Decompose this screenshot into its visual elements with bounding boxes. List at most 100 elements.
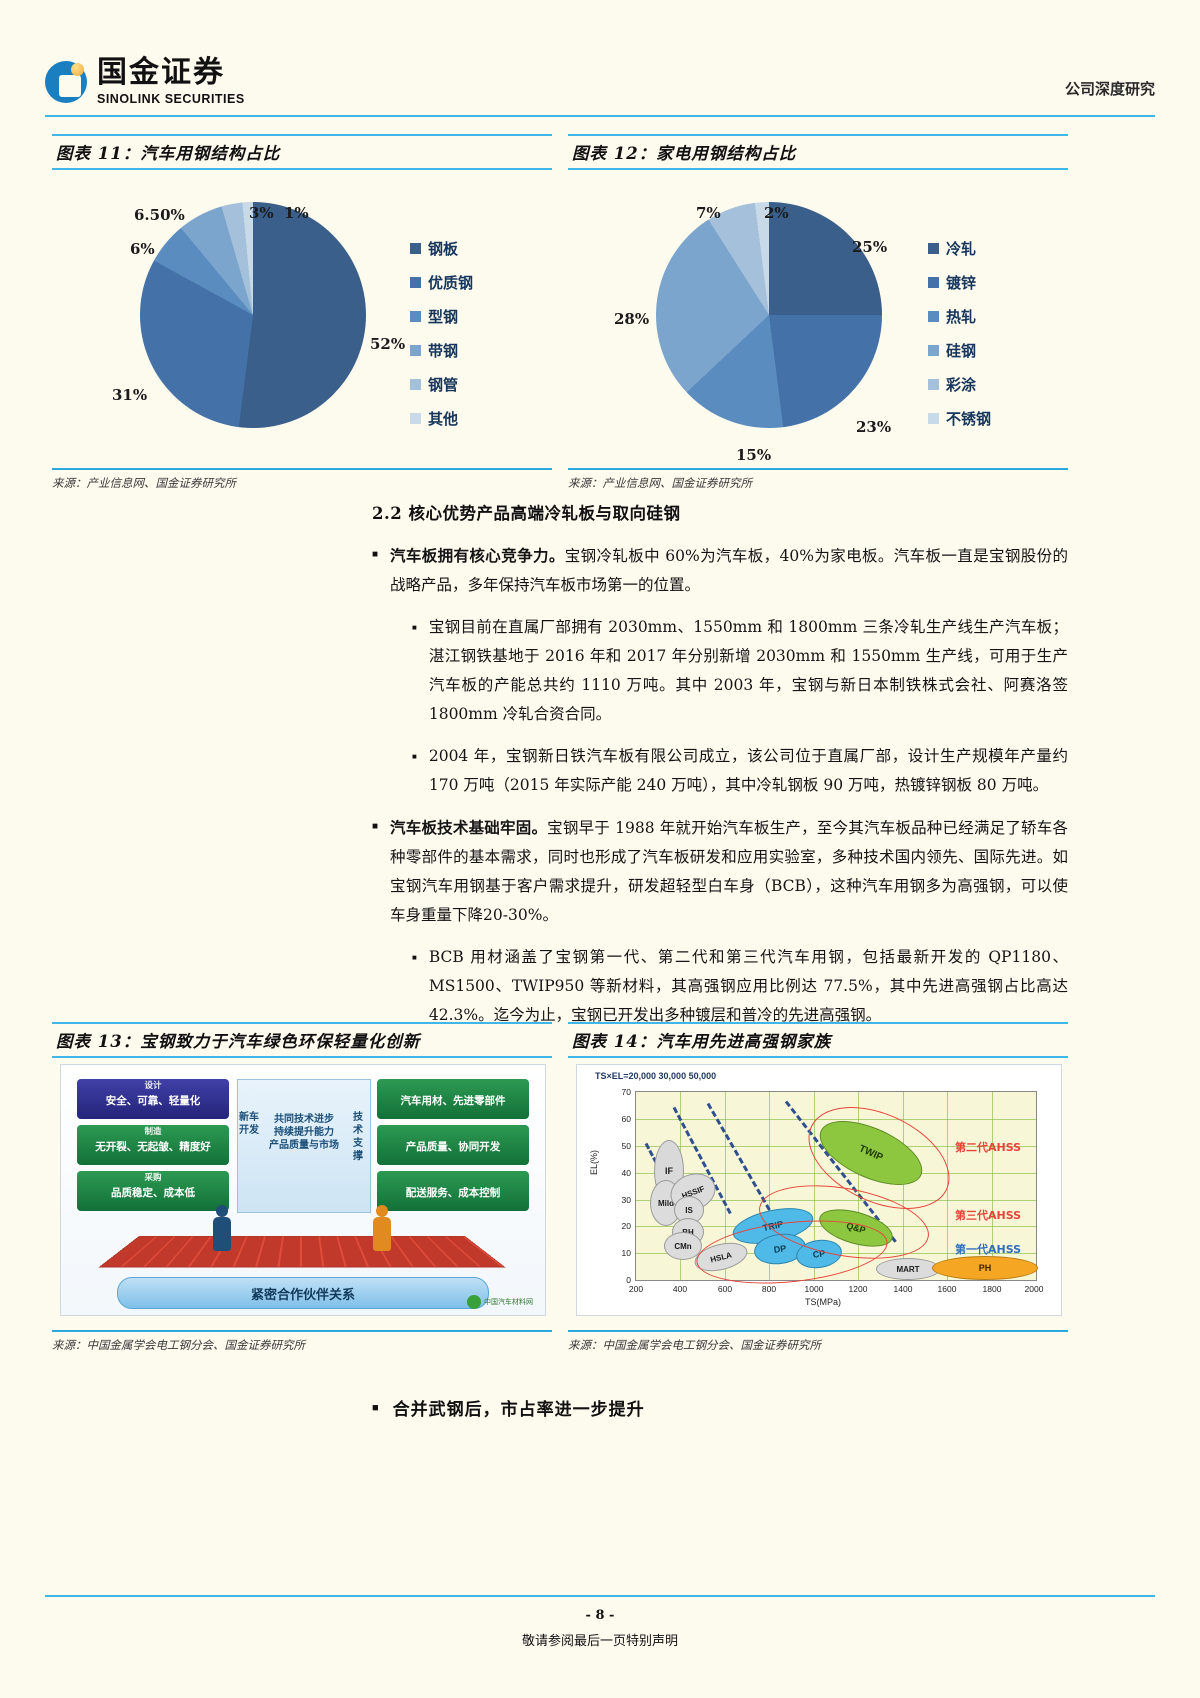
legend-swatch-icon [928, 311, 939, 322]
bullet-square-icon: ■ [412, 953, 417, 962]
bullet-body: 宝钢早于 1988 年就开始汽车板生产，至今其汽车板品种已经满足了轿车各种零部件… [390, 819, 1068, 924]
x-tick-600: 600 [717, 1284, 733, 1294]
header-divider [45, 115, 1155, 117]
person-orange-figure [371, 1205, 393, 1255]
pie-label-52: 52% [370, 335, 406, 353]
legend-swatch-icon [928, 413, 939, 424]
bullet-square-icon: ■ [372, 1401, 379, 1414]
legend-swatch-icon [410, 277, 421, 288]
pie-label-31: 31% [112, 386, 148, 404]
legend-label-5: 其他 [428, 410, 459, 428]
bullet-square-icon: ■ [372, 549, 379, 560]
figure-14-chart-area: TS×EL=20,000 30,000 50,000 EL(%) TS(MPa)… [568, 1058, 1068, 1330]
logo-chinese-name: 国金证券 [97, 55, 225, 90]
legend-item-2: 型钢 [410, 306, 473, 327]
pie-label-3: 3% [249, 204, 274, 222]
closing-bullet-text: 合并武钢后，市占率进一步提升 [392, 1400, 645, 1420]
legend-label-1: 优质钢 [428, 274, 474, 292]
main-content: 2.2 核心优势产品高端冷轧板与取向硅钢 ■ 汽车板拥有核心竞争力。宝钢冷轧板中… [372, 500, 1068, 1043]
center-mid-label: 共同技术进步 持续提升能力 产品质量与市场 [269, 1114, 339, 1151]
panel-quality-sub: 产品质量、协同开发 [405, 1141, 501, 1153]
x-tick-400: 400 [672, 1284, 688, 1294]
bullet-text: 2004 年，宝钢新日铁汽车板有限公司成立，该公司位于直属厂部，设计生产规模年产… [428, 747, 1068, 794]
page-number: - 8 - [585, 1608, 615, 1623]
pie-label-6-50: 6.50% [134, 206, 185, 224]
pie-label-15: 15% [736, 446, 772, 464]
legend-label-3: 带钢 [428, 342, 459, 360]
panel-logistics: 配送服务、成本控制 [377, 1171, 529, 1211]
x-tick-1400: 1400 [893, 1284, 913, 1294]
bullet-text: 汽车板技术基础牢固。宝钢早于 1988 年就开始汽车板生产，至今其汽车板品种已经… [390, 813, 1068, 930]
section-heading: 2.2 核心优势产品高端冷轧板与取向硅钢 [372, 504, 681, 523]
bullet-square-icon: ■ [412, 752, 417, 761]
legend-swatch-icon [928, 243, 939, 254]
figure-11-caption-bar: 图表 11：汽车用钢结构占比 [52, 134, 552, 170]
company-logo: 国金证券 SINOLINK SECURITIES [45, 58, 245, 106]
bullet-text: 汽车板拥有核心竞争力。宝钢冷轧板中 60%为汽车板，40%为家电板。汽车板一直是… [390, 541, 1068, 600]
legend-item-2: 热轧 [928, 306, 991, 327]
footer-divider [45, 1595, 1155, 1597]
figure-11-caption: 图表 11：汽车用钢结构占比 [56, 144, 281, 163]
figure-13-illustration-area: 设计 安全、可靠、轻量化 制造 无开裂、无起皱、精度好 采购 品质稳定、成本低 … [52, 1058, 552, 1330]
legend-item-3: 带钢 [410, 340, 473, 361]
footer-note: 敬请参阅最后一页特别声明 [521, 1634, 678, 1649]
logo-english-name: SINOLINK SECURITIES [97, 92, 245, 106]
figure-12-source: 来源：产业信息网、国金证券研究所 [568, 468, 1068, 491]
pie-label-25: 25% [852, 238, 888, 256]
panel-design-sub: 安全、可靠、轻量化 [105, 1095, 201, 1107]
ring-gen1 [693, 1212, 891, 1292]
panel-materials: 汽车用材、先进零部件 [377, 1079, 529, 1119]
x-tick-200: 200 [628, 1284, 644, 1294]
person-blue-figure [211, 1205, 233, 1255]
legend-item-4: 彩涂 [928, 374, 991, 395]
legend-swatch-icon [410, 311, 421, 322]
y-tick-60: 60 [621, 1114, 631, 1124]
y-tick-40: 40 [621, 1168, 631, 1178]
legend-label-1: 镀锌 [946, 274, 977, 292]
legend-label-4: 钢管 [428, 376, 459, 394]
panel-manufacture-title: 制造 [144, 1127, 162, 1137]
legend-item-1: 优质钢 [410, 272, 473, 293]
legend-swatch-icon [410, 413, 421, 424]
pie-label-6: 6% [130, 240, 155, 258]
figure-13-caption: 图表 13：宝钢致力于汽车绿色环保轻量化创新 [56, 1032, 421, 1051]
figure-12: 图表 12：家电用钢结构占比 7% 2% 25% 28% 23% 15% 冷轧 … [568, 134, 1068, 491]
bullet-square-icon: ■ [372, 821, 379, 832]
legend-swatch-icon [410, 379, 421, 390]
legend-label-0: 冷轧 [946, 240, 977, 258]
figure-14-caption: 图表 14：汽车用先进高强钢家族 [572, 1032, 832, 1051]
gen2-ahss-label: 第二代AHSS [955, 1141, 1022, 1154]
panel-design-title: 设计 [144, 1081, 162, 1091]
page-header: 国金证券 SINOLINK SECURITIES 公司深度研究 [0, 0, 1200, 118]
figure-13-source: 来源：中国金属学会电工钢分会、国金证券研究所 [52, 1330, 552, 1353]
legend-swatch-icon [410, 345, 421, 356]
legend-item-5: 其他 [410, 408, 473, 429]
chart-top-annotation: TS×EL=20,000 30,000 50,000 [595, 1071, 717, 1081]
x-axis-label: TS(MPa) [805, 1297, 841, 1307]
panel-materials-sub: 汽车用材、先进零部件 [400, 1095, 506, 1107]
legend-item-5: 不锈钢 [928, 408, 991, 429]
bullet-text: 宝钢目前在直属厂部拥有 2030mm、1550mm 和 1800mm 三条冷轧生… [428, 618, 1068, 723]
collaboration-diagram: 设计 安全、可靠、轻量化 制造 无开裂、无起皱、精度好 采购 品质稳定、成本低 … [60, 1064, 546, 1316]
legend-label-3: 硅钢 [946, 342, 977, 360]
legend-item-0: 冷轧 [928, 238, 991, 259]
pie-label-28: 28% [614, 310, 650, 328]
figure-11-legend: 钢板 优质钢 型钢 带钢 钢管 [410, 238, 473, 429]
watermark-icon [467, 1295, 481, 1309]
figure-13-caption-bar: 图表 13：宝钢致力于汽车绿色环保轻量化创新 [52, 1022, 552, 1058]
panel-purchase-title: 采购 [144, 1173, 162, 1183]
legend-swatch-icon [410, 243, 421, 254]
figure-12-legend: 冷轧 镀锌 热轧 硅钢 彩涂 [928, 238, 991, 429]
panel-manufacture: 制造 无开裂、无起皱、精度好 [77, 1125, 229, 1165]
figure-11-chart: 6.50% 3% 1% 6% 52% 31% 钢板 优质钢 型钢 [52, 170, 552, 468]
blob-MART: MART [876, 1258, 940, 1280]
watermark-text: 中国汽车材料网 [484, 1298, 533, 1306]
blob-PH: PH [932, 1256, 1038, 1280]
bullet-lead: 汽车板拥有核心竞争力。 [390, 546, 565, 565]
bullet-body: 宝钢冷轧板中 60%为汽车板，40%为家电板。汽车板一直是宝钢股份的战略产品，多… [390, 547, 1068, 594]
figure-12-caption: 图表 12：家电用钢结构占比 [572, 144, 797, 163]
x-tick-1600: 1600 [937, 1284, 957, 1294]
bullet-text: BCB 用材涵盖了宝钢第一代、第二代和第三代汽车用钢，包括最新开发的 QP118… [428, 948, 1068, 1024]
x-tick-800: 800 [761, 1284, 777, 1294]
